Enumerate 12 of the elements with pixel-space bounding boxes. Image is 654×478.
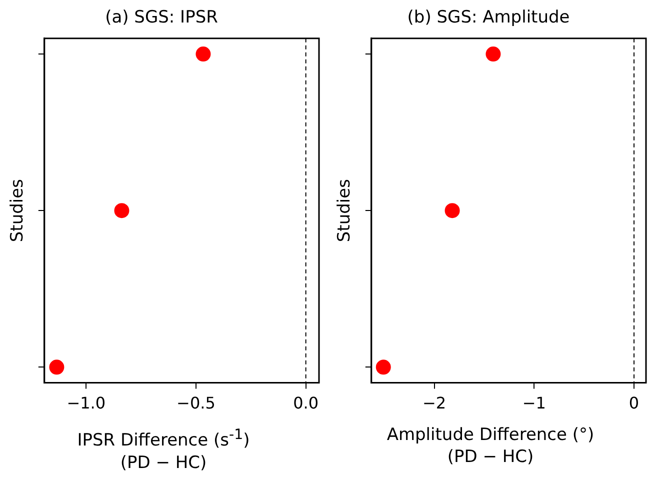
y-axis-title: Studies — [334, 178, 355, 242]
x-tick-label: −0.5 — [176, 394, 216, 413]
x-tick-label: −1 — [522, 394, 546, 413]
x-tick-label: −2 — [422, 394, 446, 413]
x-tick-label: 0.0 — [293, 394, 319, 413]
x-tick-label: 0 — [628, 394, 640, 413]
y-axis-title: Studies — [8, 178, 28, 242]
chart-title: (b) SGS: Amplitude — [407, 8, 570, 28]
text: IPSR Difference (s$^{-1}$) (PD − HC) — [77, 427, 250, 473]
x-axis-title: Amplitude Difference (°) (PD − HC) — [386, 424, 596, 468]
x-tick-label: −1.0 — [66, 394, 106, 413]
chart-title: (a) SGS: IPSR — [105, 8, 218, 28]
